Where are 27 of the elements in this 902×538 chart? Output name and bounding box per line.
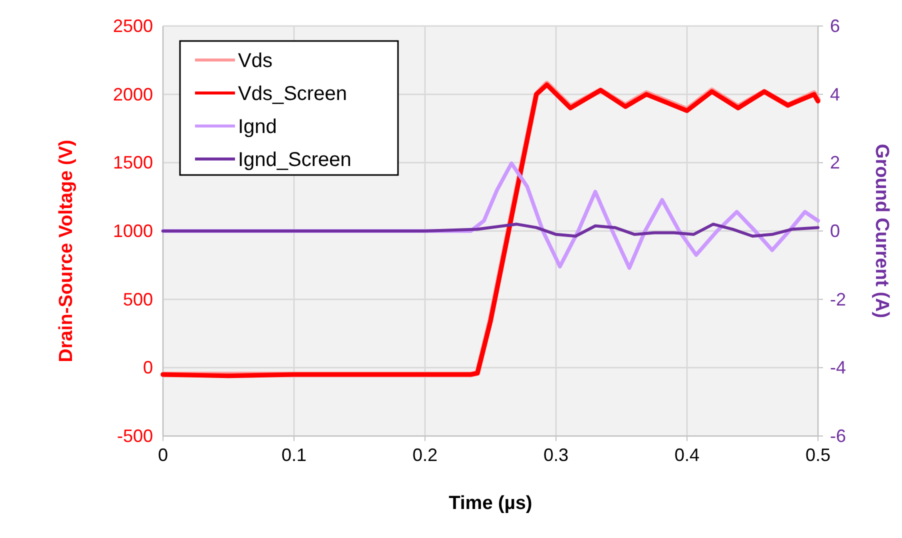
y2-tick-label: 4 — [830, 84, 840, 104]
legend-label: Vds_Screen — [238, 83, 347, 105]
y-tick-label: 500 — [122, 289, 153, 310]
x-tick-label: 0.5 — [805, 445, 831, 465]
y-tick-label: 1000 — [112, 221, 153, 241]
x-axis-title: Time (µs) — [448, 493, 532, 514]
y2-tick-label: -6 — [830, 426, 846, 446]
x-tick-label: 0.3 — [543, 445, 569, 465]
y2-tick-label: 6 — [830, 16, 840, 36]
y-axis-title: Drain-Source Voltage (V) — [56, 140, 77, 362]
y-tick-label: 1500 — [112, 152, 153, 173]
x-tick-label: 0.1 — [281, 445, 307, 465]
x-tick-label: 0.2 — [412, 445, 438, 465]
y2-tick-label: 0 — [830, 221, 840, 241]
y-tick-label: 2000 — [112, 84, 153, 104]
y-tick-label: -500 — [116, 426, 153, 446]
legend-label: Vds — [238, 50, 272, 72]
y2-axis-title: Ground Current (A) — [871, 144, 892, 318]
x-tick-label: 0.4 — [674, 445, 700, 465]
y2-tick-label: -2 — [830, 289, 846, 310]
x-tick-label: 0 — [158, 445, 168, 465]
legend-label: Ignd — [238, 116, 277, 138]
y-tick-label: 0 — [142, 358, 153, 378]
legend-label: Ignd_Screen — [238, 149, 352, 171]
y2-tick-label: 2 — [830, 152, 840, 173]
y-tick-label: 2500 — [112, 16, 153, 36]
y2-tick-label: -4 — [830, 358, 846, 378]
